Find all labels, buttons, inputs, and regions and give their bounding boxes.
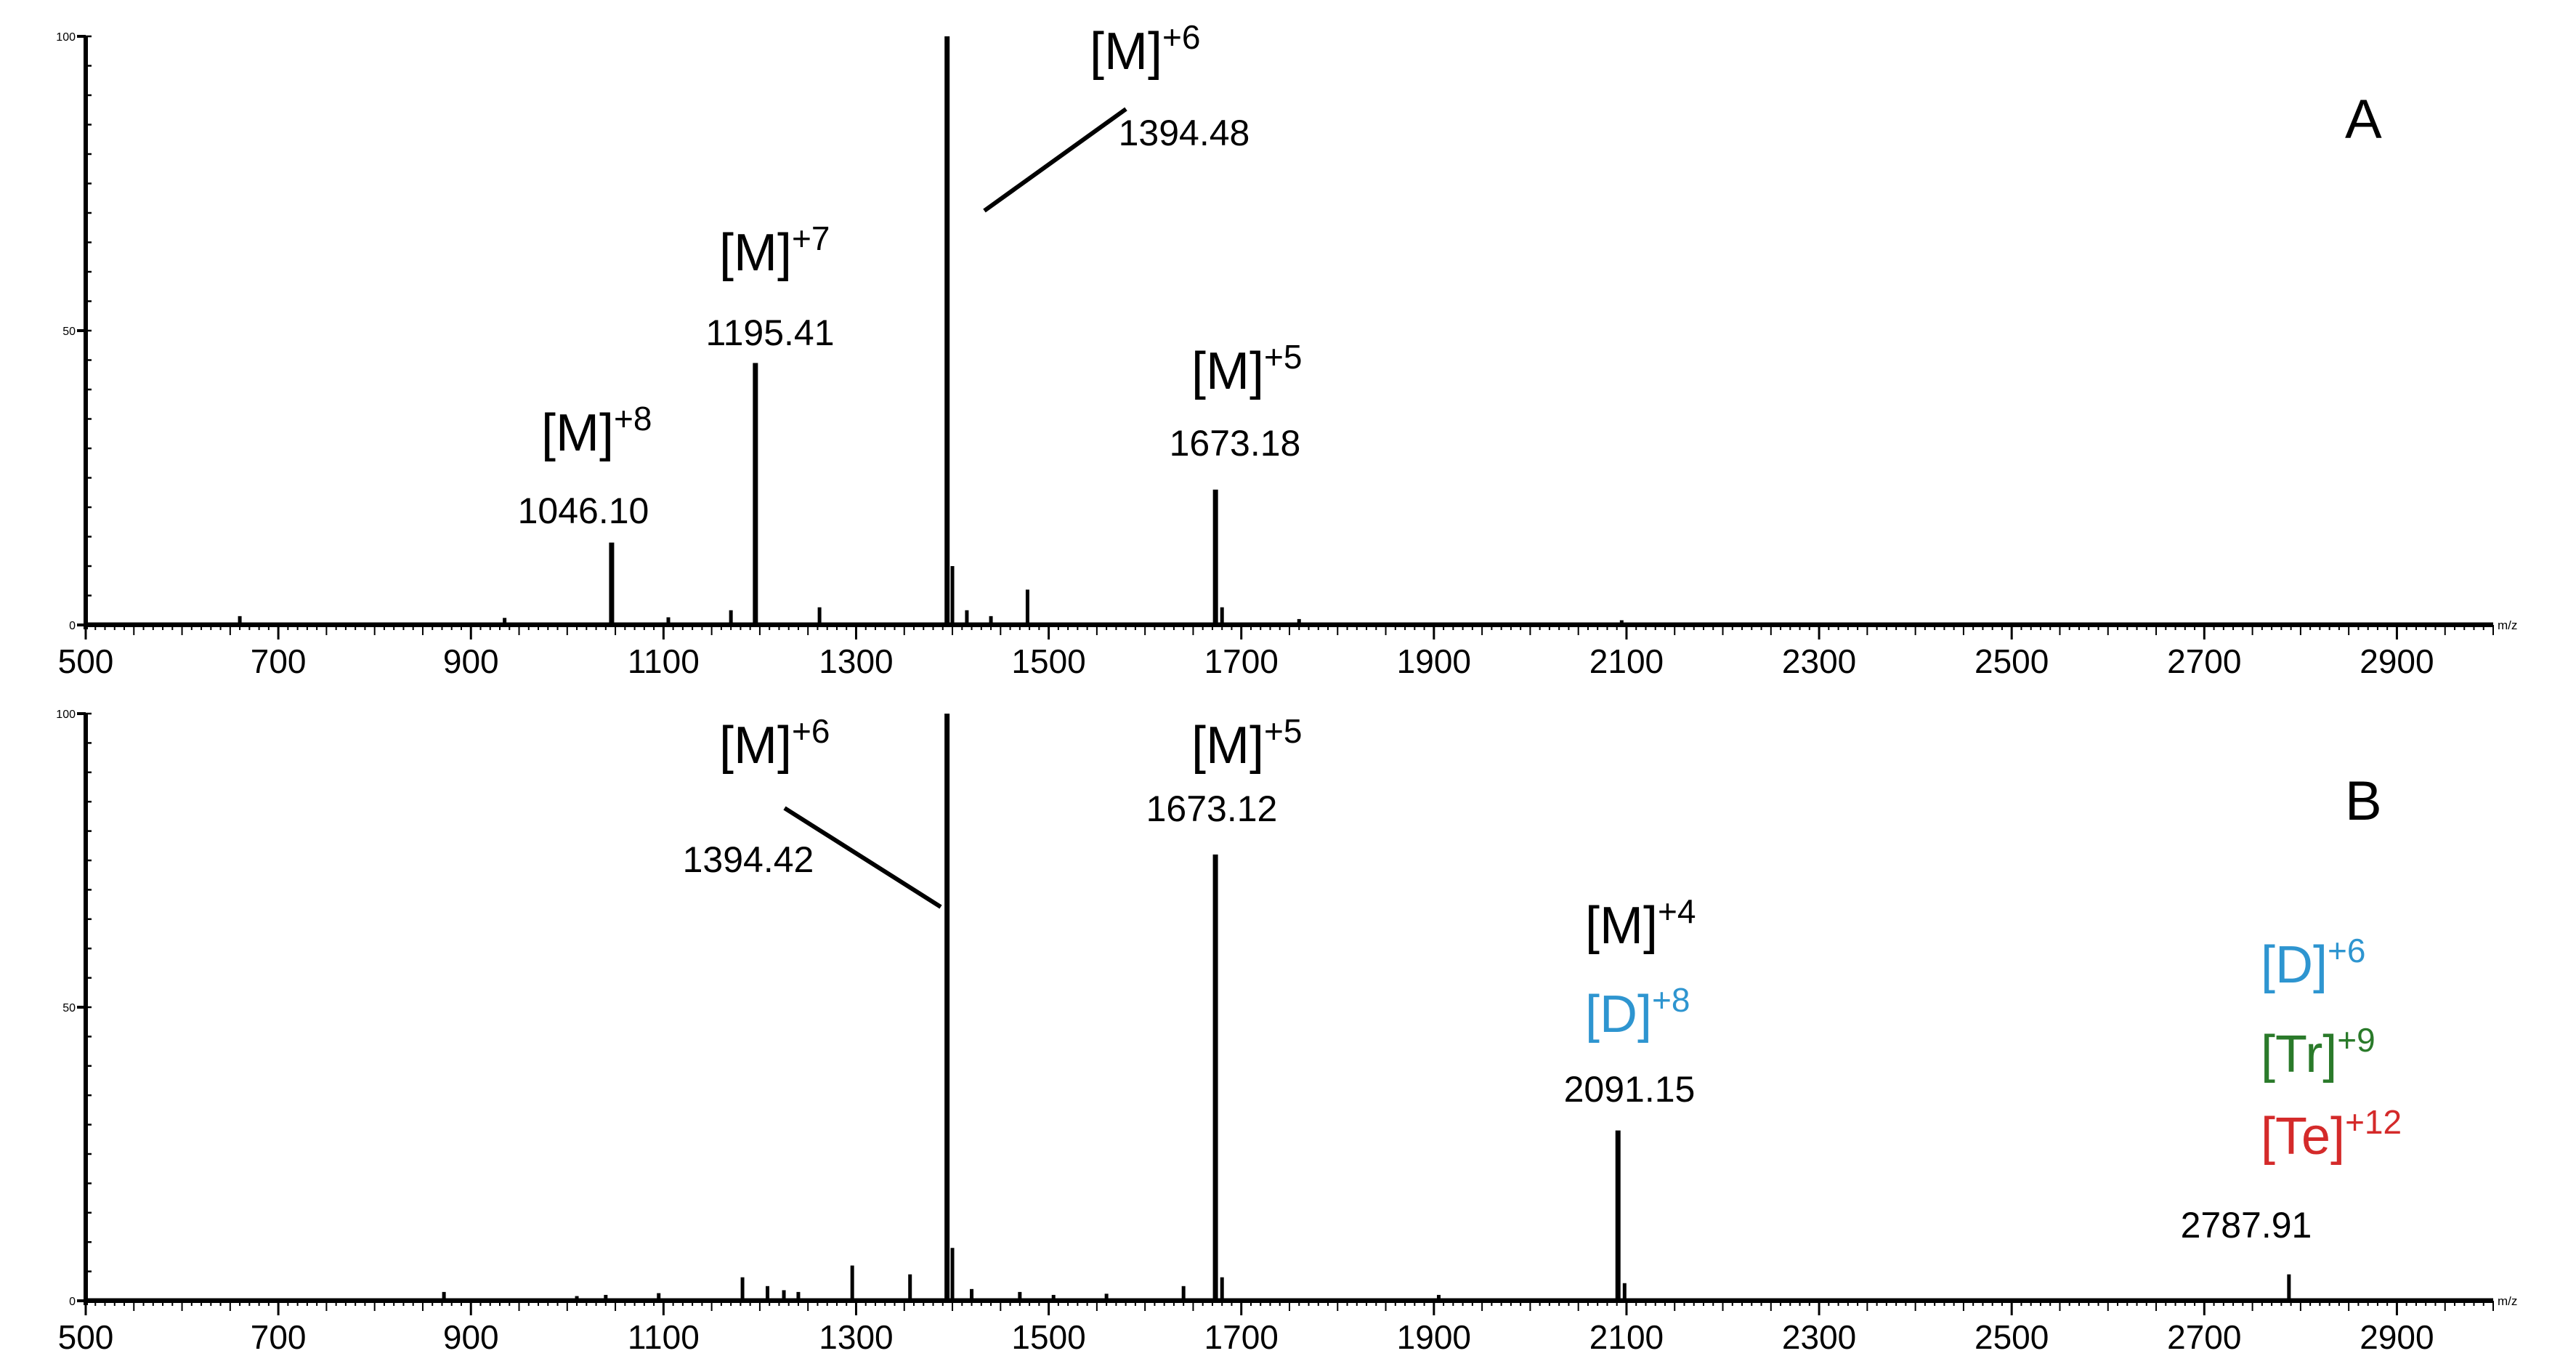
ion-label: [M]+5: [1191, 712, 1302, 775]
x-tick-label: 2700: [2167, 1318, 2241, 1356]
y-tick-label: 0: [69, 620, 76, 632]
y-tick-label: 50: [62, 326, 76, 338]
ion-label: [D]+6: [2261, 932, 2365, 994]
x-tick-label: 900: [443, 642, 499, 680]
ion-label: [M]+6: [1090, 18, 1200, 81]
ion-label: [D]+8: [1585, 981, 1690, 1044]
ion-label: [M]+5: [1191, 338, 1302, 400]
x-tick-label: 2500: [1974, 1318, 2049, 1356]
x-tick-label: 700: [251, 642, 307, 680]
y-tick-label: 100: [56, 31, 76, 44]
x-tick-label: 1900: [1397, 1318, 1471, 1356]
x-tick-label: 2900: [2360, 642, 2434, 680]
x-tick-label: 1100: [628, 642, 700, 680]
y-tick-label: 100: [56, 709, 76, 721]
x-tick-label: 1500: [1011, 1318, 1085, 1356]
x-tick-label: 2100: [1589, 642, 1664, 680]
ion-label: [M]+8: [541, 400, 652, 462]
x-tick-label: 1300: [819, 642, 893, 680]
peak-mz-label: 1673.12: [1146, 788, 1278, 829]
peak-mz-label: 1673.18: [1170, 423, 1301, 464]
x-tick-label: 2700: [2167, 642, 2241, 680]
ion-label: [M]+4: [1585, 892, 1696, 955]
x-tick-label: 2900: [2360, 1318, 2434, 1356]
ion-label: [Tr]+9: [2261, 1021, 2375, 1084]
panel-letter: B: [2345, 770, 2382, 832]
x-tick-label: 2500: [1974, 642, 2049, 680]
peak-mz-label: 2787.91: [2181, 1205, 2312, 1246]
ion-label: [M]+7: [719, 219, 830, 282]
y-tick-label: 50: [62, 1002, 76, 1014]
x-tick-label: 1700: [1204, 642, 1279, 680]
x-axis-title: m/z: [2498, 618, 2517, 632]
y-tick-label: 0: [69, 1296, 76, 1308]
leader-line: [983, 107, 1127, 213]
peak-mz-label: 1394.48: [1119, 113, 1250, 153]
peak-mz-label: 1046.10: [518, 491, 649, 531]
x-tick-label: 1300: [819, 1318, 893, 1356]
x-tick-label: 500: [58, 1318, 114, 1356]
ion-label: [M]+6: [719, 712, 830, 775]
x-tick-label: 2300: [1782, 642, 1856, 680]
x-tick-label: 900: [443, 1318, 499, 1356]
x-axis-title: m/z: [2498, 1294, 2517, 1308]
x-tick-label: 1900: [1397, 642, 1471, 680]
peak-mz-label: 1394.42: [683, 839, 814, 880]
peak-mz-label: 2091.15: [1564, 1069, 1696, 1110]
x-tick-label: 1100: [628, 1318, 700, 1356]
x-tick-label: 700: [251, 1318, 307, 1356]
peak-mz-label: 1195.41: [705, 312, 834, 353]
x-tick-label: 1700: [1204, 1318, 1279, 1356]
ion-label: [Te]+12: [2261, 1103, 2402, 1166]
leader-line: [783, 806, 942, 909]
x-tick-label: 1500: [1011, 642, 1085, 680]
x-tick-label: 2100: [1589, 1318, 1664, 1356]
panel-letter: A: [2345, 89, 2382, 150]
x-tick-label: 2300: [1782, 1318, 1856, 1356]
x-tick-label: 500: [58, 642, 114, 680]
